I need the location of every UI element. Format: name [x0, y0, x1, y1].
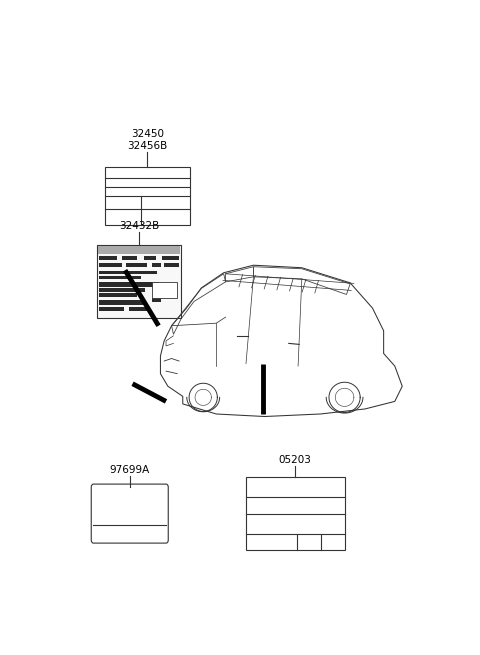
Bar: [99, 300, 145, 305]
Bar: [99, 307, 124, 311]
Bar: [152, 282, 177, 299]
Bar: [127, 263, 147, 267]
FancyBboxPatch shape: [91, 484, 168, 543]
Bar: [99, 282, 159, 287]
Bar: [153, 263, 161, 267]
Bar: [97, 245, 181, 318]
Bar: [153, 297, 161, 302]
Bar: [246, 477, 345, 550]
Bar: [99, 293, 136, 297]
Text: 32450
32456B: 32450 32456B: [127, 129, 168, 151]
Bar: [99, 256, 117, 259]
Bar: [129, 307, 150, 311]
Text: 05203: 05203: [279, 455, 312, 465]
Text: 97699A: 97699A: [109, 465, 150, 475]
Bar: [98, 246, 180, 253]
Bar: [99, 263, 122, 267]
Bar: [164, 263, 179, 267]
Bar: [99, 271, 157, 274]
Bar: [99, 288, 145, 292]
Bar: [99, 276, 141, 278]
Bar: [163, 256, 179, 259]
Bar: [144, 256, 156, 259]
Bar: [122, 256, 137, 259]
Text: 32432B: 32432B: [119, 221, 159, 231]
Bar: [105, 167, 190, 225]
